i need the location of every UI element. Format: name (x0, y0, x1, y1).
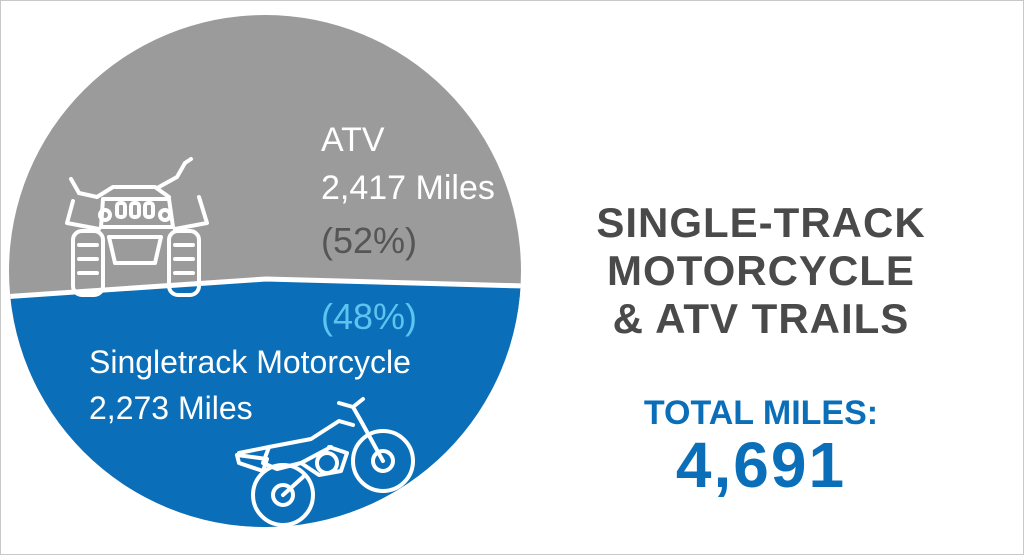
title-line: SINGLE-TRACK (596, 199, 926, 246)
pie-chart: ATV 2,417 Miles (52%) (48%) Singletrack … (9, 15, 521, 527)
pie-slice-divider (9, 276, 521, 300)
dirt-bike-icon (235, 397, 415, 527)
atv-percent-label: (52%) (321, 220, 417, 261)
atv-label: ATV (321, 121, 385, 159)
motorcycle-miles-label: 2,273 Miles (89, 390, 253, 426)
total-miles-label: TOTAL MILES: (643, 394, 879, 432)
chart-title: SINGLE-TRACK MOTORCYCLE & ATV TRAILS (541, 199, 981, 343)
atv-icon (65, 157, 209, 297)
title-line: & ATV TRAILS (612, 295, 910, 342)
total-miles-value: 4,691 (675, 429, 847, 501)
motorcycle-label: Singletrack Motorcycle (89, 344, 411, 380)
atv-miles-label: 2,417 Miles (321, 169, 495, 207)
motorcycle-percent-label: (48%) (321, 296, 417, 337)
pie-slice-motorcycle (9, 279, 521, 527)
title-line: MOTORCYCLE (607, 247, 915, 294)
